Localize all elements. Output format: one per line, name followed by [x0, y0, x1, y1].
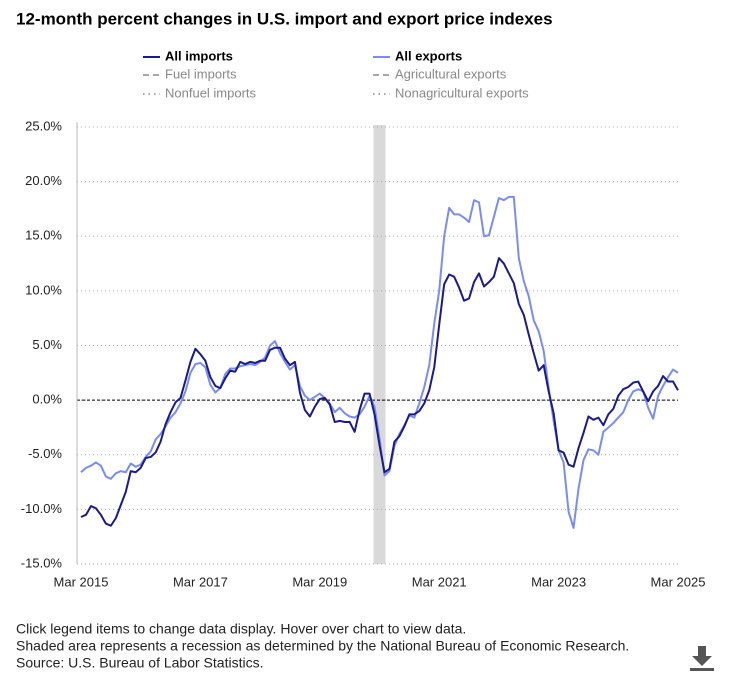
y-tick-label: 20.0% [25, 173, 62, 188]
download-icon[interactable] [690, 646, 714, 671]
series-line [80, 195, 679, 529]
legend-label[interactable]: All exports [395, 48, 462, 63]
x-tick-label: Mar 2019 [292, 574, 347, 589]
x-tick-label: Mar 2023 [531, 574, 586, 589]
legend-label[interactable]: Fuel imports [165, 66, 237, 81]
series-line [80, 257, 679, 527]
y-tick-label: -5.0% [28, 446, 62, 461]
x-tick-label: Mar 2025 [651, 574, 706, 589]
note: Source: U.S. Bureau of Labor Statistics. [16, 655, 263, 671]
x-tick-label: Mar 2015 [54, 574, 109, 589]
y-tick-label: 25.0% [25, 118, 62, 133]
y-tick-label: 0.0% [32, 392, 62, 407]
y-tick-label: 10.0% [25, 282, 62, 297]
chart-title: 12-month percent changes in U.S. import … [16, 9, 553, 28]
legend-label[interactable]: Nonfuel imports [165, 85, 257, 100]
y-tick-label: 15.0% [25, 228, 62, 243]
y-tick-label: 5.0% [32, 337, 62, 352]
legend-label[interactable]: All imports [165, 48, 233, 63]
note: Click legend items to change data displa… [16, 621, 466, 637]
y-tick-label: -10.0% [21, 501, 63, 516]
legend-label[interactable]: Agricultural exports [395, 66, 507, 81]
legend-label[interactable]: Nonagricultural exports [395, 85, 529, 100]
note: Shaded area represents a recession as de… [16, 638, 629, 654]
recession-shade [373, 125, 386, 564]
x-tick-label: Mar 2017 [173, 574, 228, 589]
y-tick-label: -15.0% [21, 555, 63, 570]
x-tick-label: Mar 2021 [412, 574, 467, 589]
